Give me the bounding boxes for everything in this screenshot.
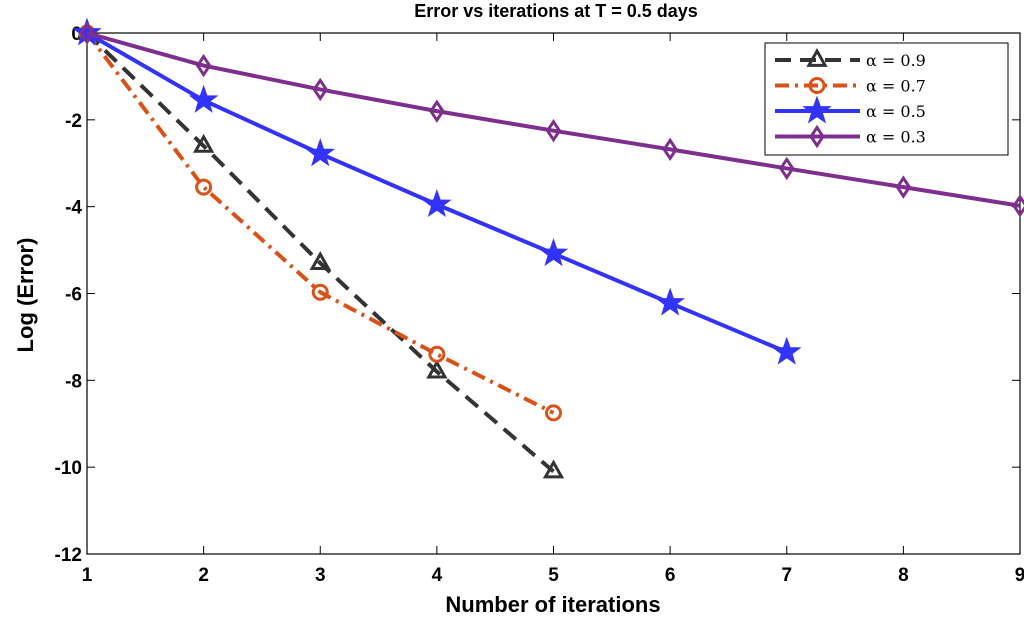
legend-label: α = 0.9 xyxy=(866,51,926,70)
data-point-circle xyxy=(311,283,329,301)
x-axis-label: Number of iterations xyxy=(445,592,660,617)
data-point-diamond xyxy=(429,99,445,123)
legend-entry: α = 0.9 xyxy=(775,47,926,70)
series-line xyxy=(85,31,555,474)
data-point-star xyxy=(655,287,685,316)
data-point-star xyxy=(422,188,452,218)
x-tick-label: 7 xyxy=(781,565,792,586)
series-2 xyxy=(72,17,802,365)
y-tick-label: -6 xyxy=(65,285,82,306)
x-tick-label: 3 xyxy=(315,565,326,586)
legend-entry: α = 0.5 xyxy=(775,95,926,124)
legend-entry: α = 0.3 xyxy=(775,124,926,149)
data-point-star xyxy=(771,336,802,365)
data-point-star xyxy=(802,95,832,124)
y-tick-label: 0 xyxy=(71,24,82,45)
y-tick-label: -8 xyxy=(65,371,82,392)
data-point-circle xyxy=(545,404,562,422)
data-point-triangle xyxy=(542,459,565,479)
data-point-triangle xyxy=(426,359,448,379)
data-point-diamond xyxy=(778,156,795,181)
data-point-diamond xyxy=(895,175,912,199)
data-point-diamond xyxy=(195,53,212,78)
legend-label: α = 0.3 xyxy=(866,128,926,147)
series-3 xyxy=(79,21,1024,218)
data-point-triangle xyxy=(309,251,331,271)
legend-label: α = 0.7 xyxy=(866,77,926,96)
data-point-circle xyxy=(195,178,213,196)
data-point-diamond xyxy=(545,118,562,143)
x-tick-label: 4 xyxy=(432,565,443,586)
data-point-triangle xyxy=(192,133,215,153)
series-line xyxy=(85,31,555,415)
y-tick-label: -4 xyxy=(65,198,82,219)
data-point-diamond xyxy=(809,124,825,149)
data-point-star xyxy=(538,238,569,267)
legend-label: α = 0.5 xyxy=(866,102,926,121)
series-1 xyxy=(78,24,562,422)
data-point-circle xyxy=(428,345,446,363)
data-point-diamond xyxy=(312,77,329,102)
y-tick-label: -10 xyxy=(55,458,82,479)
legend: α = 0.9 α = 0.7 α = 0.5 α = 0.3 xyxy=(764,42,1009,156)
y-tick-label: -12 xyxy=(55,545,82,566)
data-point-circle xyxy=(808,77,826,94)
y-axis-label: Log (Error) xyxy=(13,238,38,353)
x-tick-label: 9 xyxy=(1015,565,1024,586)
axis-ticks: 1 2 3 4 5 6 7 8 9 0 -2 -4 -6 -8 -10 -12 xyxy=(55,24,1024,586)
x-tick-label: 2 xyxy=(198,565,209,586)
data-point-diamond xyxy=(1012,194,1024,218)
data-point-star xyxy=(72,17,102,46)
data-point-diamond xyxy=(662,137,678,162)
x-tick-label: 1 xyxy=(82,565,93,586)
y-tick-label: -2 xyxy=(65,111,82,132)
series-0 xyxy=(76,20,565,479)
series-line xyxy=(86,31,1021,208)
legend-entry: α = 0.7 xyxy=(775,77,926,96)
x-tick-label: 8 xyxy=(898,565,909,586)
data-point-diamond xyxy=(79,21,95,45)
x-tick-label: 6 xyxy=(665,565,676,586)
data-point-star xyxy=(305,138,336,167)
series-layer xyxy=(72,17,1024,479)
x-tick-label: 5 xyxy=(548,565,559,586)
chart-title: Error vs iterations at T = 0.5 days xyxy=(414,1,698,21)
data-point-triangle xyxy=(806,47,828,67)
data-point-star xyxy=(188,84,219,113)
